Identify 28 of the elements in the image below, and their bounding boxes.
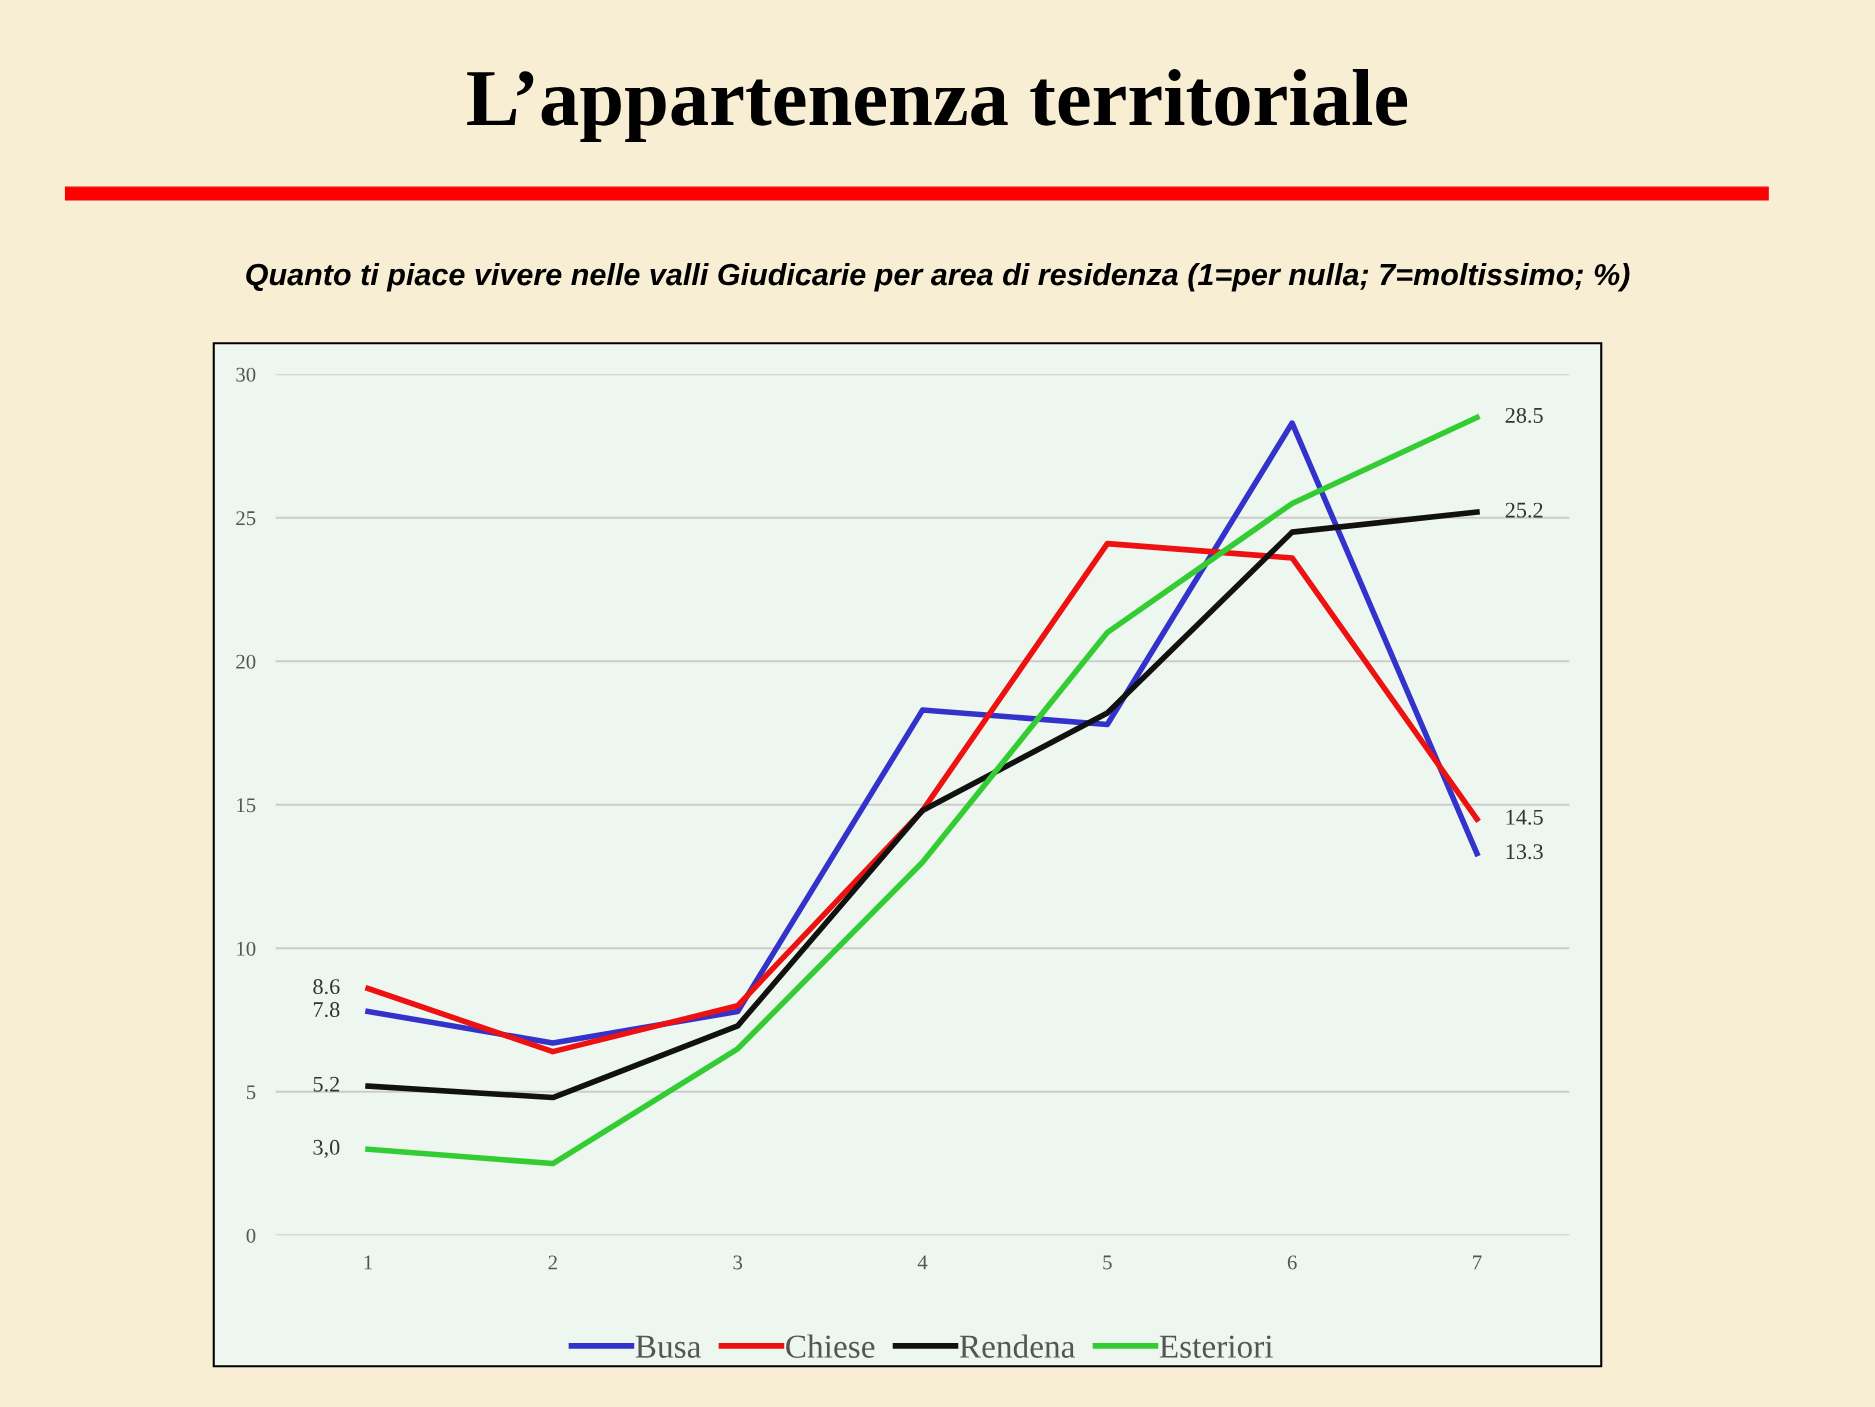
y-tick-label: 25 bbox=[236, 511, 256, 526]
y-tick-label: 30 bbox=[236, 367, 256, 382]
x-tick-label: 1 bbox=[364, 1255, 372, 1270]
legend-label: Rendena bbox=[959, 1334, 1075, 1358]
x-tick-label: 4 bbox=[917, 1255, 928, 1270]
x-tick-label: 2 bbox=[548, 1255, 557, 1270]
data-label: 5.2 bbox=[313, 1076, 340, 1092]
data-label: 13.3 bbox=[1506, 844, 1543, 860]
data-label: 28.5 bbox=[1505, 407, 1543, 423]
y-tick-label: 15 bbox=[237, 798, 256, 813]
x-tick-label: 5 bbox=[1103, 1255, 1112, 1270]
legend-label: Esteriori bbox=[1159, 1335, 1273, 1358]
y-tick-label: 0 bbox=[246, 1228, 256, 1243]
chart-title: L’appartenenza territoriale bbox=[467, 69, 1408, 143]
data-label: 8.6 bbox=[313, 979, 340, 995]
y-tick-label: 10 bbox=[237, 941, 256, 956]
x-tick-label: 7 bbox=[1473, 1255, 1482, 1270]
data-label: 25.2 bbox=[1505, 502, 1543, 518]
legend-label: Chiese bbox=[786, 1334, 875, 1358]
data-label: 3,0 bbox=[313, 1139, 340, 1158]
legend-label: Busa bbox=[635, 1335, 701, 1358]
data-label: 14.5 bbox=[1506, 809, 1543, 825]
y-tick-label: 20 bbox=[236, 654, 256, 669]
y-tick-label: 5 bbox=[246, 1085, 256, 1100]
x-tick-label: 6 bbox=[1287, 1255, 1297, 1270]
data-label: 7.8 bbox=[313, 1002, 340, 1018]
chart-subtitle: Quanto ti piace vivere nelle valli Giudicarie per area di residenza (1=per nulla; 7=moltissimo; %) bbox=[246, 262, 1630, 292]
x-tick-label: 3 bbox=[733, 1255, 743, 1270]
